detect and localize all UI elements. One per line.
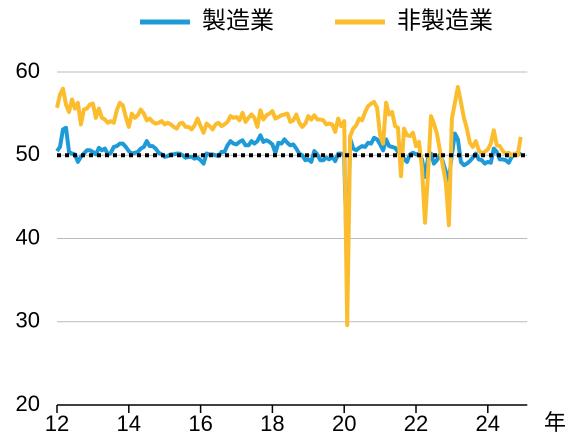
x-tick-label: 22 bbox=[404, 411, 428, 436]
x-axis-label: 年 bbox=[544, 410, 566, 435]
x-tick-label: 12 bbox=[45, 411, 69, 436]
legend-label: 製造業 bbox=[202, 7, 274, 34]
y-tick-label: 50 bbox=[16, 141, 40, 166]
x-tick-label: 24 bbox=[476, 411, 500, 436]
legend-label: 非製造業 bbox=[397, 7, 493, 34]
x-tick-label: 20 bbox=[332, 411, 356, 436]
x-tick-label: 14 bbox=[117, 411, 141, 436]
y-tick-label: 30 bbox=[16, 308, 40, 333]
y-tick-label: 20 bbox=[16, 391, 40, 416]
y-tick-label: 60 bbox=[16, 58, 40, 83]
x-tick-label: 18 bbox=[260, 411, 284, 436]
y-tick-label: 40 bbox=[16, 224, 40, 249]
x-tick-label: 16 bbox=[188, 411, 212, 436]
series-line bbox=[55, 85, 523, 328]
